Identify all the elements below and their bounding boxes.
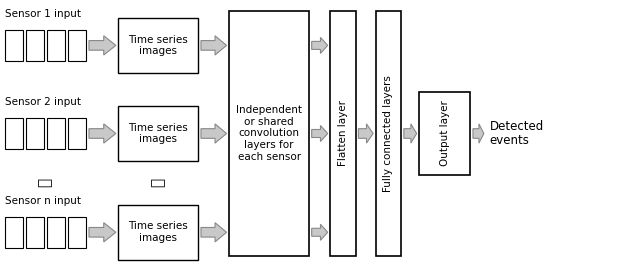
Bar (47, 30, 65, 61)
Text: Independent
or shared
convolution
layers for
each sensor: Independent or shared convolution layers… (236, 105, 302, 162)
Polygon shape (201, 223, 227, 242)
Polygon shape (312, 224, 328, 240)
Text: Time series
images: Time series images (129, 35, 188, 56)
Polygon shape (473, 124, 484, 143)
Polygon shape (201, 36, 227, 55)
Bar (68, 30, 86, 61)
Text: Sensor n input: Sensor n input (5, 196, 81, 206)
Text: Output layer: Output layer (440, 101, 450, 166)
Bar (47, 118, 65, 149)
Text: ⋯: ⋯ (152, 178, 165, 187)
Polygon shape (358, 124, 373, 143)
Polygon shape (404, 124, 417, 143)
Bar (118, 106, 198, 161)
Bar (68, 217, 86, 248)
Bar (47, 217, 65, 248)
Text: ⋯: ⋯ (39, 178, 52, 187)
Polygon shape (201, 124, 227, 143)
Bar (118, 18, 198, 73)
Bar (376, 11, 401, 256)
Polygon shape (89, 223, 116, 242)
Bar (26, 118, 44, 149)
Bar (118, 205, 198, 260)
Bar (5, 118, 23, 149)
Polygon shape (89, 124, 116, 143)
Text: Time series
images: Time series images (129, 123, 188, 144)
Bar (5, 30, 23, 61)
Bar (419, 92, 470, 175)
Text: Sensor 2 input: Sensor 2 input (5, 97, 81, 107)
Bar (5, 217, 23, 248)
Polygon shape (312, 37, 328, 53)
Polygon shape (89, 36, 116, 55)
Bar (26, 217, 44, 248)
Polygon shape (312, 125, 328, 142)
Bar (229, 11, 309, 256)
Text: Time series
images: Time series images (129, 222, 188, 243)
Text: Fully connected layers: Fully connected layers (383, 75, 394, 192)
Text: Flatten layer: Flatten layer (338, 100, 348, 167)
Text: Sensor 1 input: Sensor 1 input (5, 9, 81, 19)
Bar (330, 11, 356, 256)
Text: Detected
events: Detected events (490, 120, 544, 147)
Bar (68, 118, 86, 149)
Bar (26, 30, 44, 61)
